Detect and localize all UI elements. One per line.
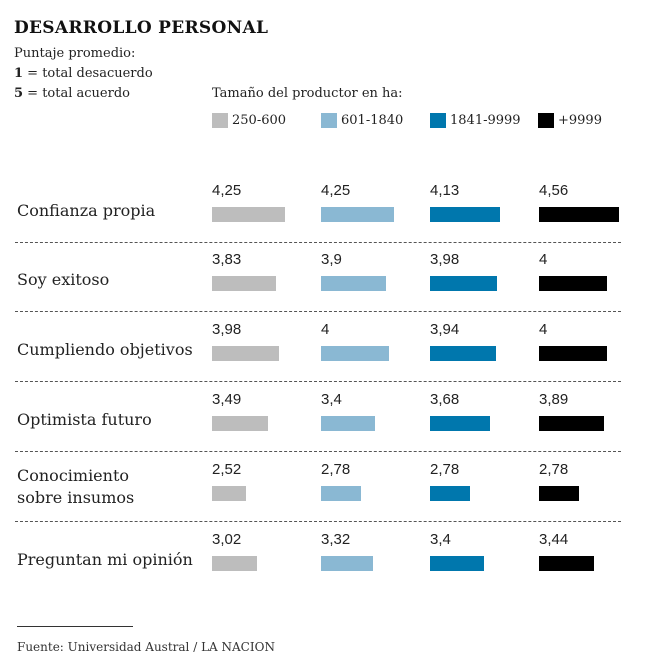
bar xyxy=(539,276,607,291)
legend-label: 1841-9999 xyxy=(450,112,521,128)
data-label: 3,9 xyxy=(321,251,342,268)
bar xyxy=(321,556,373,571)
bar xyxy=(212,346,279,361)
category-label-line: Soy exitoso xyxy=(17,270,110,289)
data-label: 4 xyxy=(321,321,330,338)
data-label: 3,94 xyxy=(430,321,460,338)
scale-low-num: 1 xyxy=(14,66,24,81)
data-label: 4,13 xyxy=(430,182,460,199)
scale-low-text: = total desacuerdo xyxy=(23,66,153,81)
row-separator xyxy=(15,521,621,522)
data-label: 3,4 xyxy=(430,531,451,548)
legend-item: +9999 xyxy=(538,112,602,128)
category-label-line: sobre insumos xyxy=(17,488,135,507)
data-label: 3,83 xyxy=(212,251,242,268)
bar xyxy=(321,416,375,431)
data-label: 2,78 xyxy=(539,461,569,478)
bar xyxy=(539,346,607,361)
data-label: 2,52 xyxy=(212,461,242,478)
category-label-line: Confianza propia xyxy=(17,201,156,220)
category-label: Cumpliendo objetivos xyxy=(17,339,193,361)
scale-high-text: = total acuerdo xyxy=(23,86,130,101)
chart-subtitle: Puntaje promedio: xyxy=(14,46,136,61)
legend-swatch xyxy=(212,112,228,128)
data-label: 2,78 xyxy=(430,461,460,478)
bar xyxy=(430,207,500,222)
bar xyxy=(539,207,619,222)
data-label: 3,49 xyxy=(212,391,242,408)
row-separator xyxy=(15,451,621,452)
category-label: Preguntan mi opinión xyxy=(17,549,193,571)
bar xyxy=(430,346,496,361)
bar xyxy=(212,207,285,222)
data-label: 4,25 xyxy=(212,182,242,199)
scale-low-note: 1 = total desacuerdo xyxy=(14,66,153,81)
bar xyxy=(430,416,490,431)
data-label: 2,78 xyxy=(321,461,351,478)
scale-high-num: 5 xyxy=(14,86,24,101)
bar xyxy=(212,486,246,501)
legend-item: 250-600 xyxy=(212,112,286,128)
data-label: 3,32 xyxy=(321,531,351,548)
data-label: 4 xyxy=(539,321,548,338)
category-label: Confianza propia xyxy=(17,200,155,222)
legend-swatch xyxy=(538,112,554,128)
data-label: 4 xyxy=(539,251,548,268)
data-label: 3,44 xyxy=(539,531,569,548)
category-label-line: Cumpliendo objetivos xyxy=(17,340,193,359)
category-label: Optimista futuro xyxy=(17,409,152,431)
bar xyxy=(430,486,470,501)
legend-label: +9999 xyxy=(558,112,602,128)
row-separator xyxy=(15,311,621,312)
data-label: 4,56 xyxy=(539,182,569,199)
legend-label: 250-600 xyxy=(232,112,287,128)
chart-title: DESARROLLO PERSONAL xyxy=(14,18,269,38)
category-label-line: Optimista futuro xyxy=(17,410,152,429)
data-label: 3,02 xyxy=(212,531,242,548)
data-label: 3,98 xyxy=(212,321,242,338)
bar xyxy=(430,276,497,291)
bar xyxy=(321,346,389,361)
category-label: Soy exitoso xyxy=(17,269,109,291)
source-note: Fuente: Universidad Austral / LA NACION xyxy=(17,640,275,654)
bar xyxy=(212,416,268,431)
category-label-line: Preguntan mi opinión xyxy=(17,550,193,569)
category-label-line: Conocimiento xyxy=(17,466,130,485)
data-label: 4,25 xyxy=(321,182,351,199)
row-separator xyxy=(15,381,621,382)
data-label: 3,98 xyxy=(430,251,460,268)
category-label: Conocimiento sobre insumos xyxy=(17,465,134,509)
data-label: 3,89 xyxy=(539,391,569,408)
legend-swatch xyxy=(430,112,446,128)
bar xyxy=(321,207,394,222)
bar xyxy=(212,276,276,291)
legend-title: Tamaño del productor en ha: xyxy=(212,86,403,101)
row-separator xyxy=(15,242,621,243)
legend-item: 601-1840 xyxy=(321,112,403,128)
legend-label: 601-1840 xyxy=(341,112,404,128)
bar xyxy=(539,486,579,501)
bar xyxy=(539,416,604,431)
legend-item: 1841-9999 xyxy=(430,112,521,128)
bar xyxy=(430,556,484,571)
bar xyxy=(212,556,257,571)
data-label: 3,4 xyxy=(321,391,342,408)
bar xyxy=(539,556,594,571)
bar xyxy=(321,486,361,501)
bar xyxy=(321,276,386,291)
data-label: 3,68 xyxy=(430,391,460,408)
footer-rule xyxy=(17,626,133,627)
legend-swatch xyxy=(321,112,337,128)
scale-high-note: 5 = total acuerdo xyxy=(14,86,130,101)
